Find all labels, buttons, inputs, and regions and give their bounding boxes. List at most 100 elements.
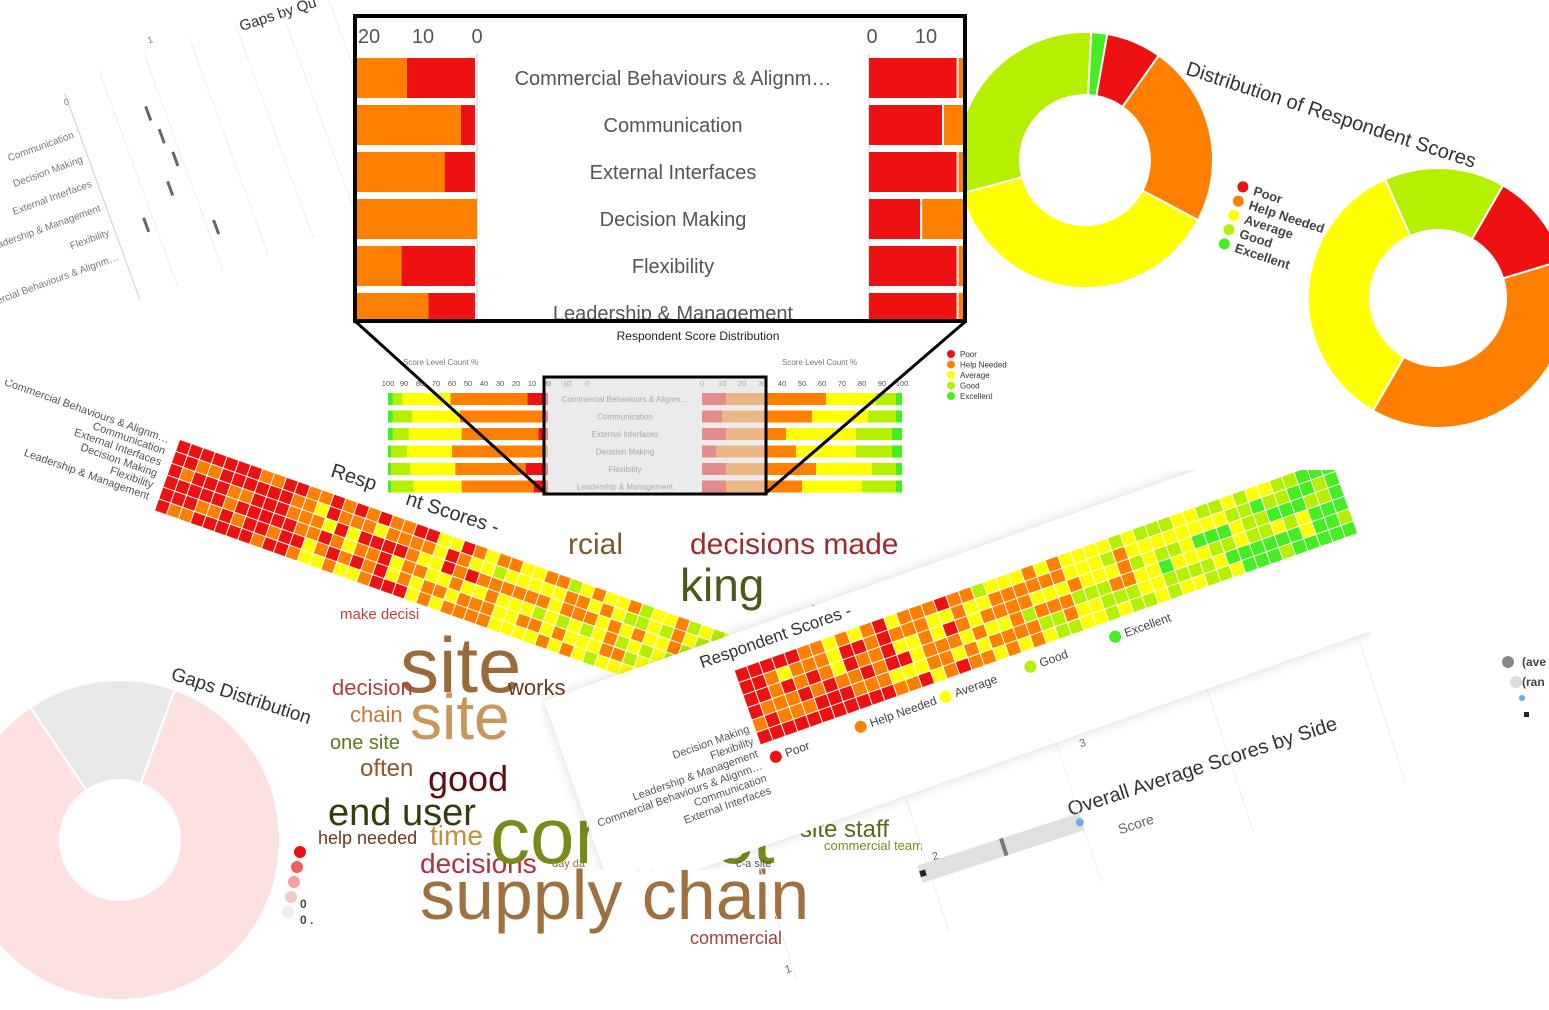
heatmap-right-cell[interactable]	[1158, 558, 1175, 575]
heatmap-right-cell[interactable]	[1212, 553, 1229, 569]
heatmap-right-cell[interactable]	[1075, 601, 1092, 618]
heatmap-right-cell[interactable]	[1337, 509, 1353, 525]
heatmap-left-cell[interactable]	[349, 554, 365, 570]
heatmap-left-cell[interactable]	[282, 517, 298, 533]
heatmap-left-cell[interactable]	[663, 612, 678, 628]
heatmap-left-cell[interactable]	[619, 623, 634, 639]
heatmap-right-cell[interactable]	[801, 656, 817, 673]
heatmap-right-cell[interactable]	[975, 595, 992, 611]
heatmap-right-cell[interactable]	[1266, 506, 1282, 522]
heatmap-right-cell[interactable]	[1294, 470, 1311, 484]
distribution-left-bar[interactable]	[391, 480, 414, 493]
heatmap-left-cell[interactable]	[389, 555, 404, 571]
distribution-left-bar[interactable]	[402, 393, 451, 405]
heatmap-right-cell[interactable]	[1229, 561, 1246, 577]
heatmap-right-cell[interactable]	[755, 687, 772, 703]
heatmap-right-cell[interactable]	[834, 631, 850, 647]
heatmap-right-cell[interactable]	[950, 604, 967, 620]
heatmap-left-cell[interactable]	[333, 562, 349, 578]
heatmap-left-cell[interactable]	[396, 571, 412, 587]
heatmap-right-cell[interactable]	[1207, 499, 1224, 515]
heatmap-left-cell[interactable]	[674, 616, 690, 632]
heatmap-left-cell[interactable]	[345, 566, 360, 582]
heatmap-right-cell[interactable]	[1211, 511, 1228, 528]
heatmap-right-cell[interactable]	[1257, 481, 1273, 498]
heatmap-right-cell[interactable]	[847, 668, 864, 685]
heatmap-right-cell[interactable]	[1278, 501, 1295, 518]
heatmap-left-cell[interactable]	[247, 465, 263, 481]
heatmap-left-cell[interactable]	[368, 575, 384, 590]
heatmap-right-cell[interactable]	[1083, 584, 1100, 601]
heatmap-right-cell[interactable]	[1075, 560, 1091, 576]
distribution-left-bar[interactable]	[391, 445, 408, 458]
heatmap-left-cell[interactable]	[306, 486, 322, 502]
heatmap-right-cell[interactable]	[1174, 524, 1191, 541]
heatmap-right-cell[interactable]	[1291, 539, 1308, 555]
heatmap-right-cell[interactable]	[1175, 566, 1191, 583]
heatmap-right-cell[interactable]	[1228, 519, 1245, 536]
heatmap-right-cell[interactable]	[918, 671, 935, 688]
heatmap-right-cell[interactable]	[933, 596, 950, 612]
heatmap-right-cell[interactable]	[1179, 537, 1195, 553]
heatmap-right-cell[interactable]	[1224, 507, 1240, 523]
zoom-right-bar[interactable]	[869, 58, 957, 98]
heatmap-left-cell[interactable]	[508, 557, 524, 573]
heatmap-left-cell[interactable]	[614, 635, 630, 651]
heatmap-right-cell[interactable]	[1013, 623, 1030, 640]
heatmap-left-cell[interactable]	[238, 488, 254, 504]
heatmap-right-cell[interactable]	[1187, 562, 1204, 578]
heatmap-left-cell[interactable]	[598, 643, 614, 658]
heatmap-left-cell[interactable]	[487, 617, 503, 632]
heatmap-right-cell[interactable]	[1037, 573, 1054, 589]
heatmap-left-cell[interactable]	[354, 503, 370, 518]
heatmap-right-cell[interactable]	[1116, 559, 1133, 575]
heatmap-left-cell[interactable]	[353, 542, 369, 558]
heatmap-right-cell[interactable]	[963, 599, 979, 616]
heatmap-left-cell[interactable]	[433, 544, 449, 560]
word-cloud-word[interactable]: c-a site	[736, 858, 772, 870]
heatmap-left-cell[interactable]	[230, 512, 246, 528]
heatmap-right-cell[interactable]	[1208, 540, 1224, 557]
heatmap-right-cell[interactable]	[884, 655, 901, 671]
heatmap-right-cell[interactable]	[1000, 586, 1016, 603]
heatmap-left-cell[interactable]	[591, 627, 606, 642]
heatmap-right-cell[interactable]	[1046, 598, 1063, 614]
heatmap-left-cell[interactable]	[547, 598, 563, 614]
heatmap-left-cell[interactable]	[698, 625, 714, 640]
heatmap-left-cell[interactable]	[539, 622, 555, 637]
distribution-right-bar[interactable]	[816, 463, 872, 475]
heatmap-left-cell[interactable]	[445, 548, 460, 564]
heatmap-right-cell[interactable]	[1113, 588, 1129, 605]
heatmap-left-cell[interactable]	[682, 632, 698, 648]
distribution-right-bar[interactable]	[896, 463, 902, 475]
heatmap-right-cell[interactable]	[1324, 513, 1341, 530]
heatmap-right-cell[interactable]	[1150, 575, 1167, 591]
heatmap-left-cell[interactable]	[409, 535, 425, 551]
heatmap-right-cell[interactable]	[914, 659, 930, 675]
heatmap-left-cell[interactable]	[238, 528, 254, 544]
heatmap-left-cell[interactable]	[384, 567, 400, 583]
zoom-left-bar[interactable]	[428, 293, 475, 319]
heatmap-left-cell[interactable]	[227, 484, 242, 500]
heatmap-right-cell[interactable]	[893, 680, 910, 696]
heatmap-right-cell[interactable]	[1225, 548, 1241, 565]
heatmap-right-cell[interactable]	[1204, 570, 1221, 586]
heatmap-right-cell[interactable]	[1042, 585, 1058, 602]
distribution-left-bar[interactable]	[388, 463, 392, 475]
heatmap-right-cell[interactable]	[1287, 526, 1303, 543]
word-cloud-word[interactable]: help needed	[318, 828, 418, 848]
heatmap-left-cell[interactable]	[540, 582, 555, 598]
heatmap-left-cell[interactable]	[297, 549, 313, 565]
heatmap-left-cell[interactable]	[203, 476, 219, 492]
zoom-right-bar[interactable]	[869, 152, 957, 192]
heatmap-left-cell[interactable]	[499, 621, 515, 637]
heatmap-right-cell[interactable]	[968, 653, 984, 670]
word-cloud-word[interactable]: make decisi	[340, 606, 420, 623]
heatmap-right-cell[interactable]	[876, 672, 893, 688]
heatmap-left-cell[interactable]	[341, 538, 357, 554]
heatmap-right-cell[interactable]	[759, 657, 776, 674]
heatmap-left-cell[interactable]	[535, 594, 551, 609]
heatmap-left-cell[interactable]	[449, 536, 465, 552]
heatmap-left-cell[interactable]	[254, 521, 270, 536]
heatmap-left-cell[interactable]	[242, 516, 258, 532]
